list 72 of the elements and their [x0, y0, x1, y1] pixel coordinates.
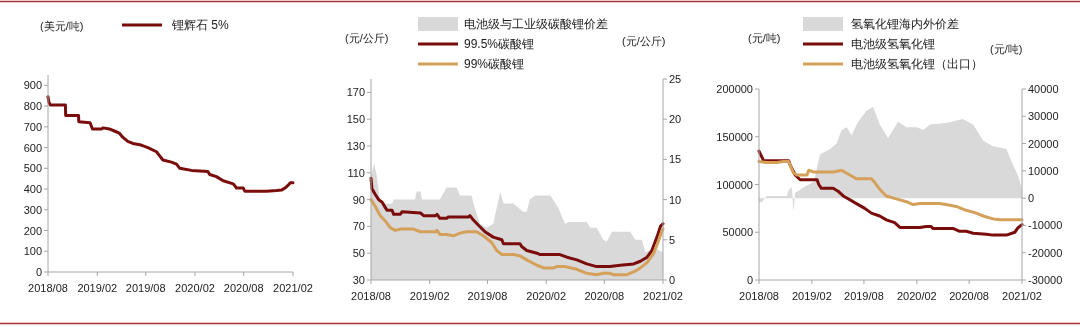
y-tick-label: 150000 — [716, 130, 753, 143]
y-tick-label: 110 — [347, 166, 365, 179]
y-tick-label: 600 — [23, 141, 42, 154]
y-axis-title: (美元/吨) — [40, 20, 84, 32]
y-tick-label: 400 — [23, 183, 42, 196]
y-tick-label: 0 — [35, 266, 42, 278]
y-tick-label: 700 — [23, 120, 42, 133]
x-tick-label: 2019/02 — [77, 282, 118, 294]
line-series — [46, 95, 295, 193]
y-tick-label: 100000 — [716, 178, 753, 191]
y-tick-label: 50000 — [722, 226, 753, 239]
legend-label: 氢氧化锂海内外价差 — [851, 17, 959, 31]
y2-tick-label: -30000 — [1028, 274, 1063, 286]
x-tick-label: 2019/08 — [125, 282, 166, 294]
y-tick-label: 170 — [346, 86, 365, 99]
y2-tick-label: 0 — [1028, 192, 1035, 205]
y-tick-label: 500 — [23, 162, 42, 175]
y-tick-label: 130 — [346, 140, 365, 152]
legend-label: 电池级氢氧化锂（出口） — [851, 57, 983, 71]
y-tick-label: 900 — [23, 79, 42, 92]
x-tick-label: 2018/08 — [351, 290, 391, 302]
y-tick-label: 100 — [23, 245, 42, 258]
y-tick-label: 70 — [352, 220, 365, 233]
x-tick-label: 2021/02 — [643, 290, 683, 302]
line-series — [757, 160, 1024, 222]
x-tick-label: 2020/02 — [896, 290, 937, 302]
legend-label: 99.5%碳酸锂 — [464, 37, 535, 51]
y2-tick-label: 20000 — [1028, 137, 1059, 150]
y2-tick-label: 15 — [669, 153, 682, 166]
x-tick-label: 2019/08 — [467, 290, 508, 302]
x-tick-label: 2018/08 — [28, 282, 68, 294]
y2-tick-label: 10000 — [1028, 164, 1059, 177]
line-series — [757, 149, 1024, 237]
y2-tick-label: 40000 — [1028, 83, 1059, 95]
y-tick-label: 90 — [352, 193, 365, 206]
x-tick-label: 2018/08 — [739, 290, 779, 302]
legend-label: 电池级与工业级碳酸锂价差 — [464, 17, 608, 31]
x-tick-label: 2021/02 — [273, 282, 313, 294]
y-tick-label: 300 — [23, 203, 42, 216]
y2-tick-label: 10 — [669, 193, 682, 206]
legend-label: 锂辉石 5% — [171, 18, 230, 32]
legend-label: 99%碳酸锂 — [464, 57, 525, 71]
x-tick-label: 2020/08 — [949, 290, 989, 302]
x-tick-label: 2021/02 — [1002, 290, 1042, 302]
x-tick-label: 2020/08 — [584, 290, 625, 302]
y2-tick-label: -10000 — [1028, 219, 1063, 232]
y2-tick-label: 30000 — [1028, 110, 1059, 123]
y-axis-title: (元/公斤) — [345, 32, 389, 44]
y-tick-label: 200000 — [716, 83, 753, 95]
x-tick-label: 2019/02 — [792, 290, 832, 302]
y2-tick-label: 20 — [669, 113, 682, 126]
y-tick-label: 200 — [23, 224, 42, 237]
y2-tick-label: -20000 — [1028, 246, 1063, 259]
line-series — [369, 198, 665, 277]
y-axis-title: (元/吨) — [748, 32, 781, 44]
legend-label: 电池级氢氧化锂 — [851, 37, 935, 51]
y2-axis-title: (元/公斤) — [622, 35, 666, 47]
y-tick-label: 800 — [23, 100, 42, 113]
y2-tick-label: 5 — [669, 233, 676, 246]
y2-tick-label: 0 — [669, 274, 676, 286]
y-tick-label: 50 — [352, 247, 365, 260]
x-tick-label: 2019/08 — [844, 290, 884, 302]
y-tick-label: 150 — [346, 113, 365, 126]
y2-axis-title: (元/吨) — [990, 43, 1023, 55]
x-tick-label: 2020/08 — [223, 282, 264, 294]
x-tick-label: 2019/02 — [409, 290, 450, 302]
line-series — [369, 176, 665, 269]
y2-tick-label: 25 — [669, 73, 682, 85]
x-tick-label: 2020/02 — [526, 290, 567, 302]
x-tick-label: 2020/02 — [175, 282, 215, 294]
y-tick-label: 30 — [352, 274, 365, 286]
y-tick-label: 0 — [746, 274, 753, 286]
